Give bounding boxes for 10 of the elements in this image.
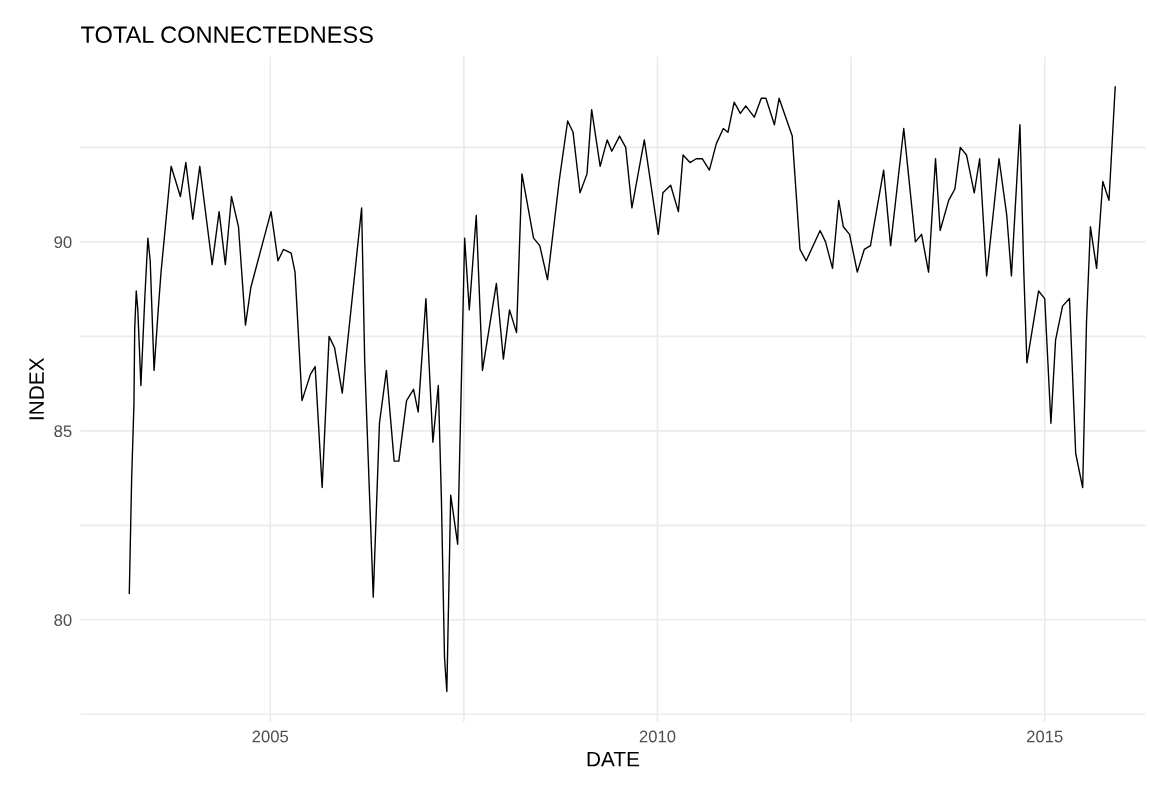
chart-title: TOTAL CONNECTEDNESS xyxy=(81,26,373,44)
y-axis-title: INDEX xyxy=(29,357,44,420)
y-tick-label: 85 xyxy=(54,425,72,438)
x-tick-label: 2015 xyxy=(1027,730,1063,743)
x-tick-label: 2005 xyxy=(252,730,289,743)
y-tick-label: 80 xyxy=(54,614,72,626)
y-tick-label: 90 xyxy=(54,236,72,249)
line-series xyxy=(128,86,1116,693)
x-tick-label: 2010 xyxy=(639,730,676,743)
x-axis-title: DATE xyxy=(587,752,640,767)
